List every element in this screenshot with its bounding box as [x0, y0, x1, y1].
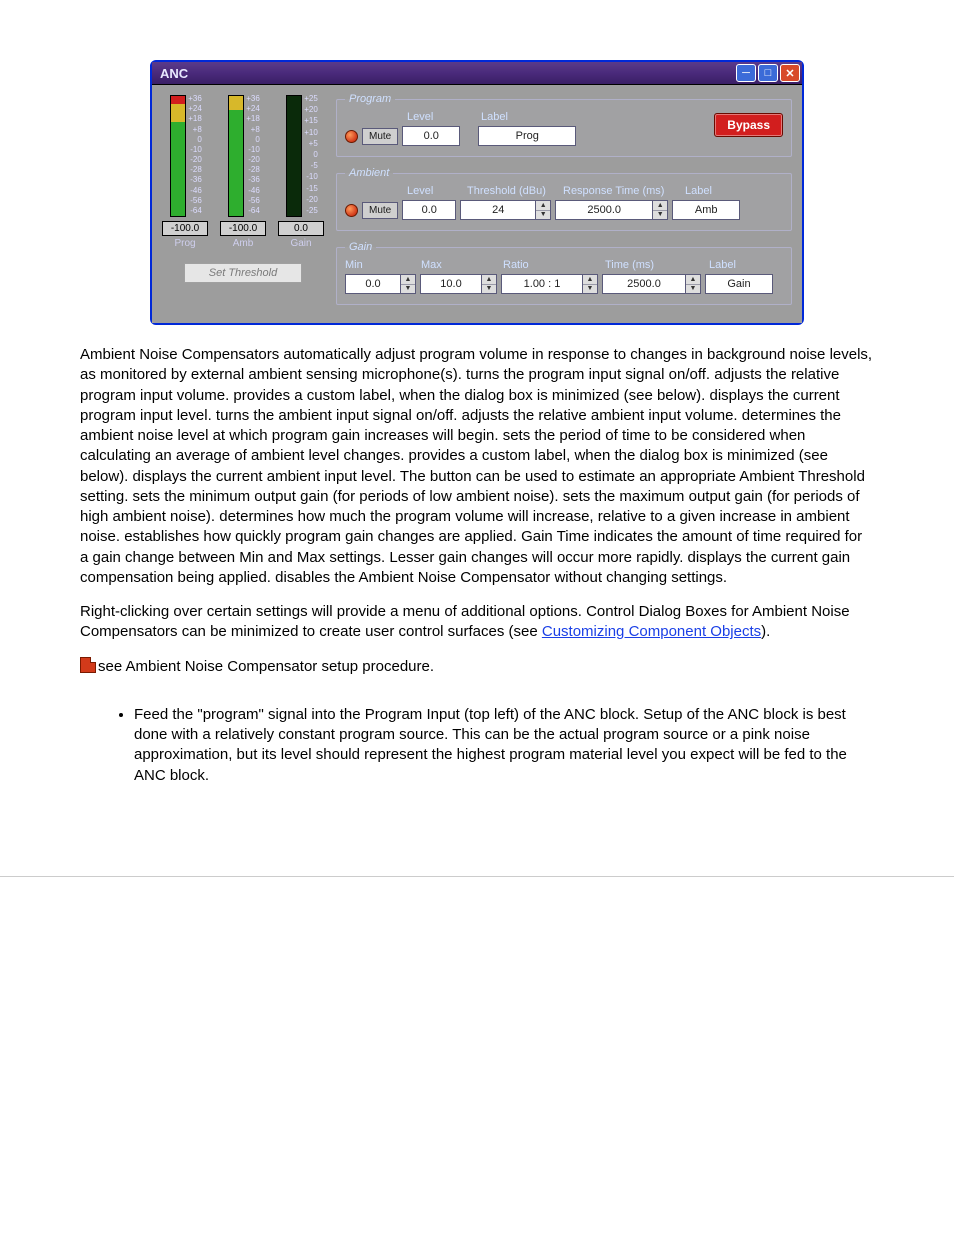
ambient-response-header: Response Time (ms) — [563, 185, 664, 197]
chevron-down-icon[interactable]: ▼ — [653, 211, 667, 220]
bullet-list: Feed the "program" signal into the Progr… — [80, 705, 874, 786]
bypass-button[interactable]: Bypass — [714, 113, 783, 137]
gain-min-header: Min — [345, 259, 363, 271]
meters-panel: +36+24+18+80-10-20-28-36-46-56-64 -100.0… — [156, 89, 330, 319]
gain-min-input[interactable]: 0.0 ▲▼ — [345, 274, 416, 294]
anc-dialog: ANC ─ □ ✕ — [150, 60, 804, 325]
gain-max-header: Max — [421, 259, 442, 271]
program-legend: Program — [345, 93, 395, 105]
gain-time-input[interactable]: 2500.0 ▲▼ — [602, 274, 701, 294]
chevron-down-icon[interactable]: ▼ — [536, 211, 550, 220]
ambient-response-input[interactable]: 2500.0 ▲▼ — [555, 200, 668, 220]
amb-scale: +36+24+18+80-10-20-28-36-46-56-64 — [246, 95, 260, 215]
gain-label-header: Label — [709, 259, 736, 271]
minimize-button[interactable]: ─ — [736, 64, 756, 82]
customizing-link[interactable]: Customizing Component Objects — [542, 623, 761, 640]
gain-readout: 0.0 — [278, 221, 324, 236]
program-label-header: Label — [481, 111, 508, 123]
pdf-line: see Ambient Noise Compensator setup proc… — [80, 657, 874, 677]
close-button[interactable]: ✕ — [780, 64, 800, 82]
program-level-input[interactable]: 0.0 — [402, 126, 460, 146]
prog-scale: +36+24+18+80-10-20-28-36-46-56-64 — [188, 95, 202, 215]
gain-scale: +25+20+15+10+50-5-10-15-20-25 — [304, 95, 318, 215]
gain-meter: +25+20+15+10+50-5-10-15-20-25 0.0 Gain — [278, 93, 324, 249]
prog-caption: Prog — [174, 238, 195, 249]
gain-ratio-header: Ratio — [503, 259, 529, 271]
gain-max-input[interactable]: 10.0 ▲▼ — [420, 274, 497, 294]
set-threshold-button[interactable]: Set Threshold — [184, 263, 302, 283]
ambient-mute-button[interactable]: Mute — [362, 202, 398, 219]
program-group: Program Bypass Level Label — [336, 93, 792, 157]
chevron-up-icon[interactable]: ▲ — [653, 201, 667, 211]
paragraph-1: Ambient Noise Compensators automatically… — [80, 345, 874, 588]
amb-meter: +36+24+18+80-10-20-28-36-46-56-64 -100.0… — [220, 93, 266, 249]
gain-group: Gain Min Max Ratio Time (ms) Label 0.0 ▲… — [336, 241, 792, 305]
paragraph-2: Right-clicking over certain settings wil… — [80, 602, 874, 643]
amb-readout: -100.0 — [220, 221, 266, 236]
ambient-label-header: Label — [685, 185, 712, 197]
program-mute-button[interactable]: Mute — [362, 128, 398, 145]
gain-ratio-input[interactable]: 1.00 : 1 ▲▼ — [501, 274, 598, 294]
prog-meter: +36+24+18+80-10-20-28-36-46-56-64 -100.0… — [162, 93, 208, 249]
list-item: Feed the "program" signal into the Progr… — [134, 705, 874, 786]
ambient-label-input[interactable]: Amb — [672, 200, 740, 220]
description-text: Ambient Noise Compensators automatically… — [80, 345, 874, 786]
ambient-level-input[interactable]: 0.0 — [402, 200, 456, 220]
chevron-up-icon[interactable]: ▲ — [536, 201, 550, 211]
amb-caption: Amb — [233, 238, 254, 249]
maximize-button[interactable]: □ — [758, 64, 778, 82]
gain-legend: Gain — [345, 241, 376, 253]
ambient-threshold-input[interactable]: 24 ▲▼ — [460, 200, 551, 220]
program-label-input[interactable]: Prog — [478, 126, 576, 146]
titlebar[interactable]: ANC ─ □ ✕ — [152, 62, 802, 85]
prog-readout: -100.0 — [162, 221, 208, 236]
gain-time-header: Time (ms) — [605, 259, 654, 271]
ambient-legend: Ambient — [345, 167, 393, 179]
ambient-threshold-header: Threshold (dBu) — [467, 185, 546, 197]
pdf-icon[interactable] — [80, 657, 96, 673]
ambient-mute-led — [345, 204, 358, 217]
ambient-group: Ambient Level Threshold (dBu) Response T… — [336, 167, 792, 231]
gain-label-input[interactable]: Gain — [705, 274, 773, 294]
gain-caption: Gain — [290, 238, 311, 249]
window-title: ANC — [160, 66, 188, 81]
program-mute-led — [345, 130, 358, 143]
ambient-level-header: Level — [407, 185, 433, 197]
program-level-header: Level — [407, 111, 433, 123]
